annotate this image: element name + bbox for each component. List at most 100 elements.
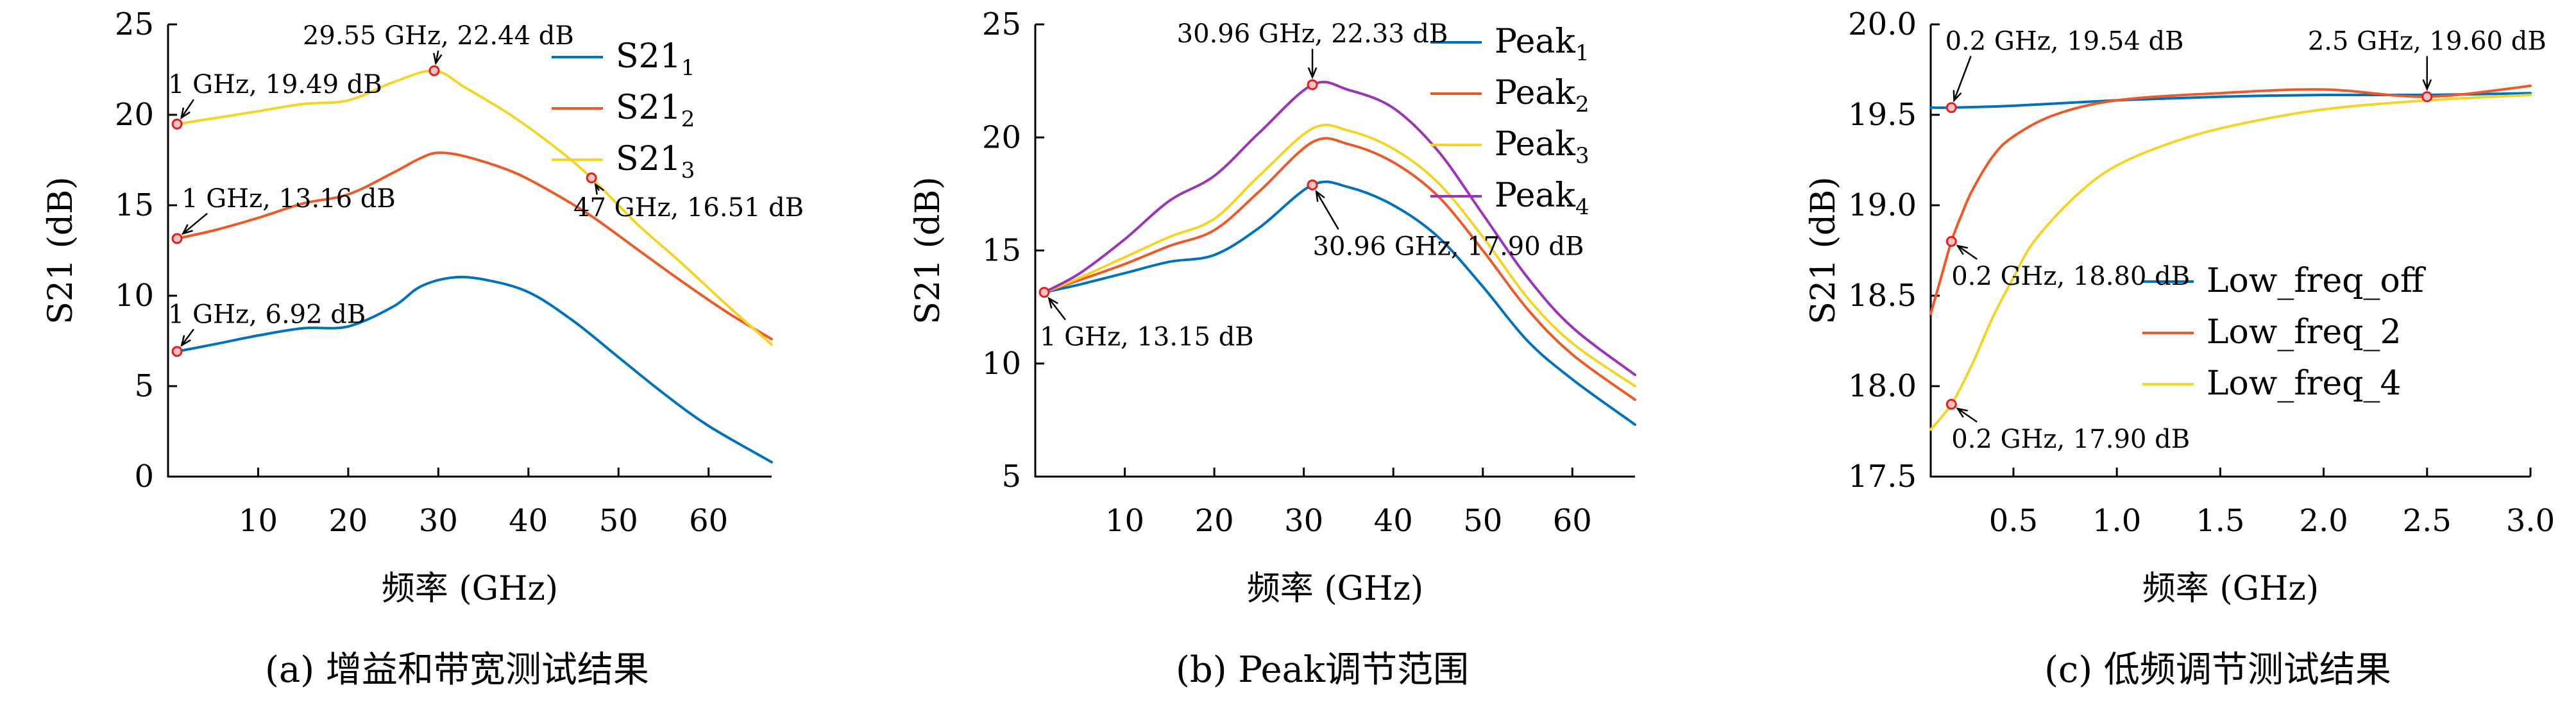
series-line-s21-2 — [176, 151, 773, 341]
x-tick-label: 30 — [419, 503, 458, 539]
x-tick-label: 60 — [1553, 503, 1592, 539]
annotation-arrowhead — [1956, 407, 1969, 418]
annotation-arrowhead — [181, 224, 193, 235]
x-tick-label: 2.5 — [2403, 503, 2452, 539]
annotation-label: 1 GHz, 13.16 dB — [182, 184, 396, 214]
y-tick-label: 19.5 — [1848, 97, 1917, 133]
x-tick-label: 20 — [1195, 503, 1234, 539]
y-tick-label: 18.0 — [1848, 368, 1917, 404]
series-line-s21-1 — [176, 275, 773, 464]
legend-label: Low_freq_2 — [2207, 313, 2402, 352]
annotation-marker — [171, 233, 183, 244]
annotation-arrow — [1957, 408, 1978, 423]
annotation-arrowhead — [1047, 296, 1058, 309]
annotation-arrow — [181, 328, 194, 346]
x-axis-title: 频率 (GHz) — [1247, 570, 1423, 608]
annotation-label: 0.2 GHz, 17.90 dB — [1951, 425, 2190, 454]
x-tick-label: 1.5 — [2196, 503, 2244, 539]
x-tick-label: 10 — [1105, 503, 1144, 539]
annotation-arrowhead — [1315, 189, 1325, 202]
annotation-marker — [1307, 179, 1318, 191]
series-line-s21-3 — [176, 69, 773, 346]
legend-label: Low_freq_4 — [2207, 364, 2402, 403]
panel-caption: (a) 增益和带宽测试结果 — [265, 649, 649, 691]
y-tick-label: 25 — [115, 6, 154, 42]
series-line-peak-1 — [1043, 180, 1636, 426]
annotation-arrowhead — [433, 53, 443, 65]
y-tick-label: 17.5 — [1848, 459, 1917, 495]
annotation-label: 30.96 GHz, 22.33 dB — [1177, 19, 1448, 49]
annotation-marker — [1038, 287, 1050, 298]
x-tick-label: 40 — [1374, 503, 1413, 539]
y-tick-label: 15 — [115, 187, 154, 223]
x-tick-label: 3.0 — [2506, 503, 2555, 539]
annotation-marker — [428, 65, 440, 76]
legend-label: Peak3 — [1495, 125, 1589, 169]
y-tick-label: 5 — [134, 368, 154, 404]
x-tick-label: 20 — [328, 503, 368, 539]
y-tick-label: 18.5 — [1848, 278, 1917, 314]
annotation-marker — [1945, 398, 1957, 410]
annotation-label: 2.5 GHz, 19.60 dB — [2308, 26, 2546, 56]
y-tick-label: 20.0 — [1848, 6, 1917, 42]
annotation-label: 1 GHz, 6.92 dB — [168, 300, 366, 329]
y-tick-label: 25 — [982, 6, 1021, 42]
annotation-arrow — [1316, 191, 1339, 230]
annotation-label: 47 GHz, 16.51 dB — [573, 193, 804, 223]
annotation-arrow — [1048, 298, 1066, 321]
annotation-marker — [1307, 79, 1318, 90]
x-tick-label: 2.0 — [2299, 503, 2348, 539]
annotation-marker — [171, 118, 183, 130]
series-line-low-freq-4 — [1929, 94, 2532, 431]
x-tick-label: 60 — [689, 503, 728, 539]
annotation-label: 29.55 GHz, 22.44 dB — [303, 21, 574, 51]
y-tick-label: 10 — [982, 346, 1021, 382]
series-line-peak-4 — [1043, 80, 1636, 377]
annotation-arrow — [180, 99, 195, 119]
legend-label: S211 — [616, 37, 695, 81]
annotation-arrowhead — [180, 335, 191, 347]
chart-panel-c: 0.5 1.0 1.5 2.0 2.5 3.0 17.5 18.0 18.5 19.0 19.5 20… — [1804, 6, 2555, 691]
panel-caption: (c) 低频调节测试结果 — [2044, 649, 2391, 691]
legend-label: S212 — [616, 89, 695, 132]
x-tick-label: 50 — [1463, 503, 1502, 539]
series-line-peak-3 — [1043, 123, 1636, 387]
annotation-marker — [171, 346, 183, 357]
annotation-arrowhead — [594, 182, 605, 195]
series-line-low-freq-2 — [1929, 84, 2532, 316]
legend-label: Low_freq_off — [2207, 262, 2427, 300]
y-tick-label: 10 — [115, 278, 154, 314]
y-tick-label: 15 — [982, 233, 1021, 269]
x-tick-label: 10 — [239, 503, 278, 539]
annotation-arrowhead — [1953, 90, 1962, 103]
x-tick-label: 1.0 — [2092, 503, 2141, 539]
y-axis-title: S21 (dB) — [42, 176, 80, 324]
panel-caption: (b) Peak调节范围 — [1176, 649, 1469, 691]
annotation-arrowhead — [1956, 244, 1969, 255]
y-axis-title: S21 (dB) — [1804, 176, 1843, 324]
legend-label: Peak4 — [1495, 176, 1589, 220]
chart-panel-b: 10 20 30 40 50 60 5 10 15 20 25 频率 (GHz) S21 (dB) (b)… — [909, 6, 1636, 691]
annotation-label: 0.2 GHz, 18.80 dB — [1951, 262, 2190, 291]
annotation-arrow — [435, 50, 439, 64]
legend-label: Peak2 — [1495, 74, 1589, 117]
annotation-arrow — [182, 212, 208, 235]
annotation-label: 0.2 GHz, 19.54 dB — [1945, 26, 2184, 56]
y-tick-label: 20 — [115, 97, 154, 133]
x-tick-label: 50 — [599, 503, 638, 539]
series-line-peak-2 — [1043, 137, 1636, 402]
y-tick-label: 20 — [982, 119, 1021, 155]
annotation-label: 1 GHz, 19.49 dB — [168, 70, 382, 99]
legend-label: Peak1 — [1495, 22, 1589, 66]
annotation-marker — [2421, 91, 2433, 103]
chart-panel-a: 10 20 30 40 50 60 0 5 10 15 20 25 频率 (GHz) S21 (dB) (a… — [42, 6, 804, 691]
x-tick-label: 0.5 — [1989, 503, 2038, 539]
annotation-marker — [1945, 235, 1957, 247]
y-axis-title: S21 (dB) — [909, 176, 947, 324]
y-tick-label: 0 — [134, 459, 154, 495]
annotation-label: 1 GHz, 13.15 dB — [1040, 323, 1254, 352]
annotation-arrow — [1957, 245, 1978, 260]
annotation-marker — [586, 172, 597, 183]
y-tick-label: 19.0 — [1848, 187, 1917, 223]
